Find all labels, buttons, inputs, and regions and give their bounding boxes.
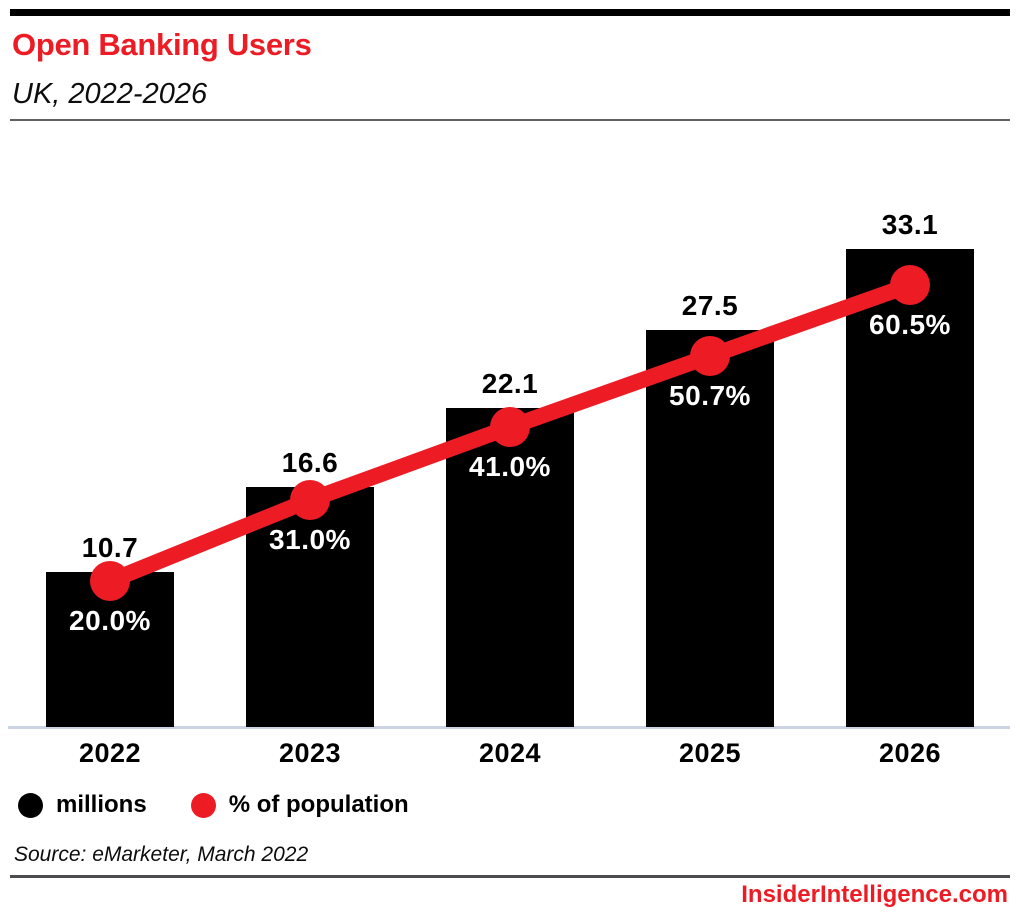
pct-label-2023: 31.0% [269,524,351,555]
pct-label-2022: 20.0% [69,605,151,636]
brand-wordmark: InsiderIntelligence.com [741,881,1008,908]
legend-item-millions: millions [18,791,147,819]
legend: millions % of population [18,791,409,819]
pct-label-2025: 50.7% [669,380,751,411]
legend-label-millions: millions [56,791,147,818]
bar-value-2026: 33.1 [881,209,939,240]
legend-item-population: % of population [190,791,409,819]
x-tick-2025: 2025 [678,738,742,768]
bar-2022 [46,572,174,727]
x-tick-2022: 2022 [78,738,142,768]
x-axis-line [8,726,1010,729]
pct-label-2024: 41.0% [469,451,551,482]
bar-value-2024: 22.1 [481,368,539,399]
top-accent-bar [10,9,1010,16]
chart-title: Open Banking Users [12,27,312,62]
x-tick-2026: 2026 [878,738,942,768]
footer-divider [10,875,1010,878]
bar-value-2022: 10.7 [81,532,139,563]
header-divider [10,119,1010,121]
population-dot-icon [190,792,216,818]
x-tick-2023: 2023 [278,738,342,768]
millions-dot-icon [18,792,43,818]
bar-2023 [246,487,374,727]
bar-line-chart: 10.7 20.0% 16.6 31.0% 22.1 41.0% 27.5 50.7% 33.1… [0,160,1020,729]
source-note: Source: eMarketer, March 2022 [14,843,309,866]
chart-subtitle: UK, 2022-2026 [12,78,208,110]
bar-value-2025: 27.5 [681,290,739,321]
x-tick-2024: 2024 [478,738,542,768]
legend-label-population: % of population [228,791,409,818]
bar-value-2023: 16.6 [281,447,339,478]
pct-label-2026: 60.5% [869,309,951,340]
